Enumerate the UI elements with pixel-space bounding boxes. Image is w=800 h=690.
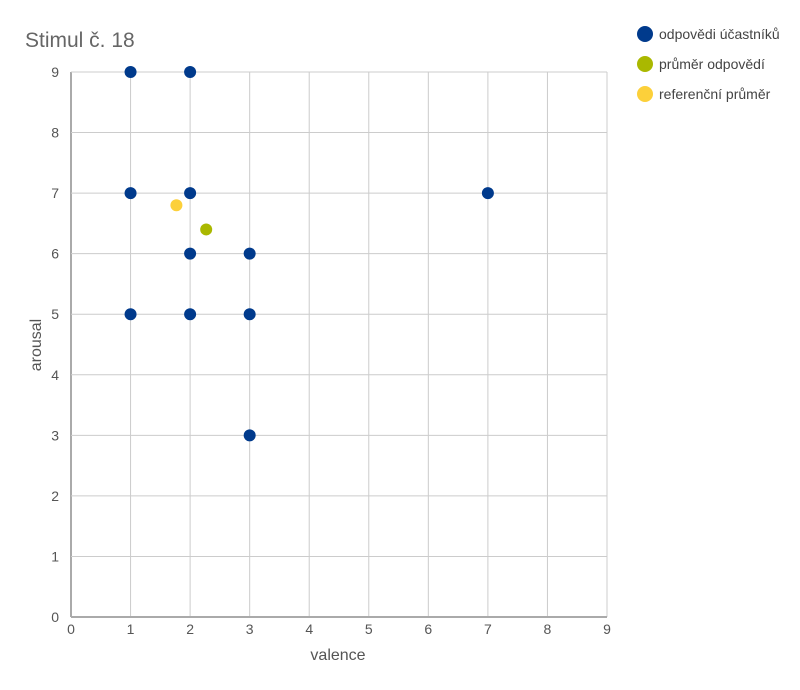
x-tick-label: 2 [186,621,194,637]
x-axis-title: valence [310,647,365,664]
y-tick-label: 8 [51,125,59,141]
y-tick-label: 0 [51,609,59,625]
data-point [184,66,197,78]
legend-marker [637,26,653,42]
data-point [124,187,137,200]
y-axis-title: arousal [28,319,45,371]
y-tick-label: 1 [51,548,59,564]
y-tick-label: 5 [51,306,59,322]
data-point [184,247,197,260]
x-tick-label: 7 [484,621,492,637]
data-point [124,308,137,321]
legend-marker [637,56,653,72]
data-points [124,66,494,442]
x-tick-label: 8 [544,621,552,637]
y-tick-label: 9 [51,64,59,80]
legend-label: průměr odpovědí [659,56,765,72]
x-tick-label: 3 [246,621,254,637]
legend: odpovědi účastníků průměr odpovědí referen… [637,26,780,102]
data-point [184,308,197,321]
data-point [243,308,256,321]
legend-label: referenční průměr [659,86,771,102]
data-point [200,223,213,236]
data-point [243,429,256,442]
chart-title: Stimul č. 18 [25,29,135,52]
grid [70,71,608,618]
y-tick-label: 6 [51,246,59,262]
x-tick-label: 9 [603,621,611,637]
data-point [481,187,494,200]
y-tick-label: 7 [51,185,59,201]
x-tick-label: 0 [67,621,75,637]
legend-marker [637,86,653,102]
y-tick-label: 2 [51,488,59,504]
y-axis-ticks: 0 1 2 3 4 5 6 7 8 9 [51,64,59,625]
data-point [243,247,256,260]
x-tick-label: 4 [305,621,313,637]
x-axis-ticks: 0 1 2 3 4 5 6 7 8 9 [67,621,611,637]
data-point [184,187,197,200]
x-tick-label: 6 [424,621,432,637]
data-point [170,199,183,212]
x-tick-label: 1 [127,621,135,637]
legend-label: odpovědi účastníků [659,26,780,42]
y-tick-label: 4 [51,367,59,383]
x-tick-label: 5 [365,621,373,637]
y-tick-label: 3 [51,427,59,443]
data-point [124,66,137,78]
